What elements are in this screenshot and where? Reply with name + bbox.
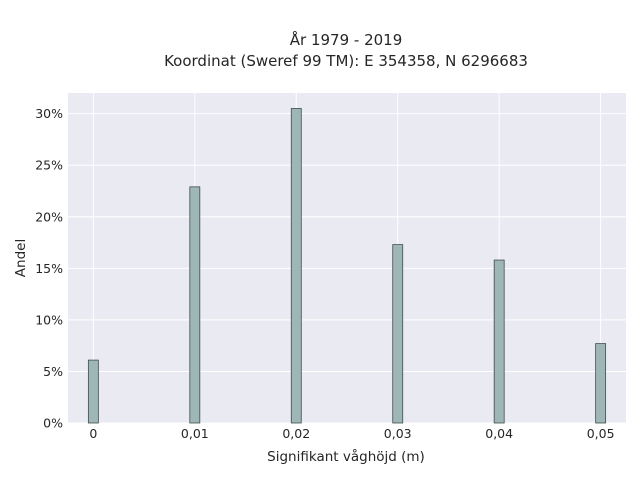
x-tick-label: 0,01 — [181, 426, 209, 441]
x-tick-label: 0,02 — [282, 426, 310, 441]
chart-title-line-1: År 1979 - 2019 — [290, 30, 403, 49]
x-tick-label: 0 — [89, 426, 97, 441]
plot-area — [68, 93, 626, 423]
x-axis-label: Signifikant våghöjd (m) — [267, 448, 425, 465]
bar — [392, 244, 404, 424]
x-tick-label: 0,04 — [485, 426, 513, 441]
y-axis-label: Andel — [13, 239, 29, 277]
x-tick-label: 0,05 — [587, 426, 615, 441]
x-tick-labels: 0 0,01 0,02 0,03 0,04 0,05 — [89, 426, 614, 441]
y-tick-label: 30% — [35, 106, 63, 121]
y-tick-label: 0% — [43, 416, 63, 431]
bar — [493, 259, 505, 424]
bar — [189, 186, 201, 424]
y-tick-label: 15% — [35, 261, 63, 276]
chart-title-line-2: Koordinat (Sweref 99 TM): E 354358, N 62… — [164, 52, 528, 70]
bar — [87, 359, 99, 424]
x-tick-label: 0,03 — [384, 426, 412, 441]
bars — [87, 108, 607, 424]
bar — [290, 108, 302, 424]
y-tick-label: 25% — [35, 158, 63, 173]
bar — [595, 343, 607, 424]
y-tick-labels: 0% 5% 10% 15% 20% 25% 30% — [35, 106, 63, 430]
y-tick-label: 20% — [35, 209, 63, 224]
y-tick-label: 10% — [35, 312, 63, 327]
y-tick-label: 5% — [43, 364, 63, 379]
